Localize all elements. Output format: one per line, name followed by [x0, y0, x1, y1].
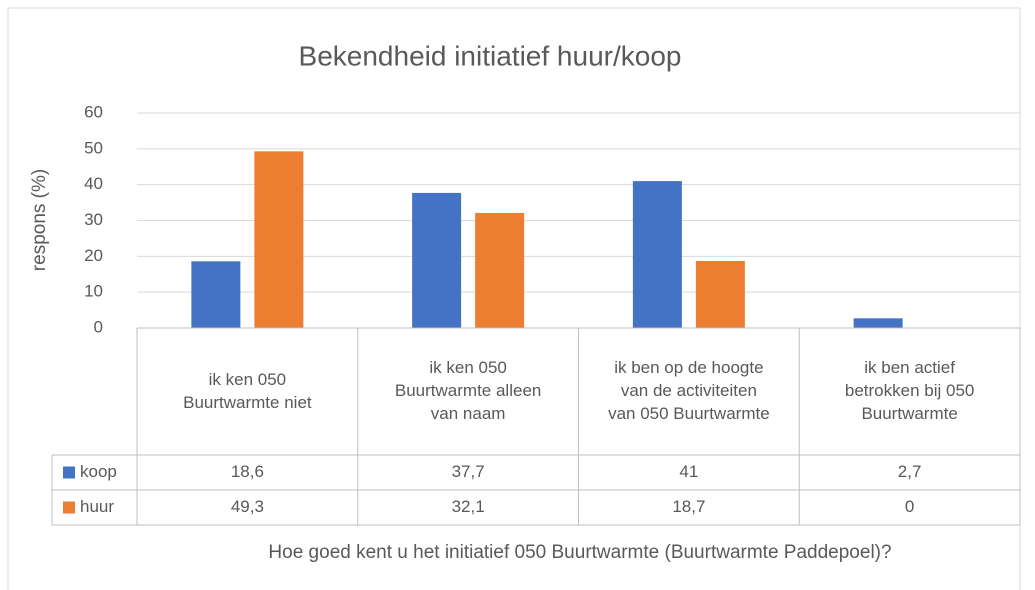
y-tick-label: 10 [84, 282, 103, 301]
y-tick-label: 20 [84, 246, 103, 265]
y-tick-label: 40 [84, 174, 103, 193]
category-cell: ik ben op de hoogte van de activiteiten … [608, 358, 770, 423]
table-value: 37,7 [452, 462, 485, 481]
bar [475, 212, 525, 328]
x-axis-title: Hoe goed kent u het initiatief 050 Buurt… [268, 542, 891, 563]
table-value: 0 [905, 497, 914, 516]
x-tick-label: ik ben actief betrokken bij 050 Buurtwar… [844, 358, 975, 423]
table-value: 41 [679, 462, 698, 481]
legend-key [63, 466, 75, 479]
legend-key [63, 501, 75, 514]
y-axis-title: respons (%) [29, 169, 50, 271]
bar [191, 261, 241, 328]
y-tick-label: 50 [84, 138, 103, 157]
bar [254, 151, 304, 328]
bar [695, 260, 745, 328]
chart-title: Bekendheid initiatief huur/koop [299, 40, 682, 71]
bar [412, 192, 462, 328]
table-value: 18,7 [672, 497, 705, 516]
y-tick-label: 30 [84, 210, 103, 229]
legend-label: koop [80, 462, 117, 481]
table-value: 2,7 [898, 462, 922, 481]
table-value: 18,6 [231, 462, 264, 481]
table-value: 32,1 [452, 497, 485, 516]
x-tick-label: ik ken 050 Buurtwarmte alleen van naam [394, 358, 542, 423]
bar [632, 181, 682, 328]
y-tick-label: 0 [94, 317, 103, 336]
x-tick-label: ik ben op de hoogte van de activiteiten … [608, 358, 770, 423]
x-tick-label: ik ken 050 Buurtwarmte niet [183, 369, 312, 412]
table-value: 49,3 [231, 497, 264, 516]
category-cell: ik ken 050 Buurtwarmte alleen van naam [394, 358, 542, 423]
category-cell: ik ben actief betrokken bij 050 Buurtwar… [844, 358, 975, 423]
y-tick-label: 60 [84, 102, 103, 121]
legend-label: huur [80, 497, 114, 516]
category-cell: ik ken 050 Buurtwarmte niet [183, 369, 312, 412]
bar [853, 318, 903, 328]
